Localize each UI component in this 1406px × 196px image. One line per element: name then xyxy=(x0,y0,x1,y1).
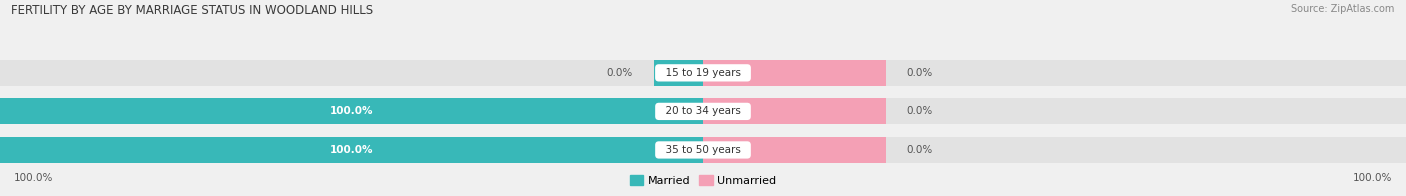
Text: 100.0%: 100.0% xyxy=(14,173,53,183)
Text: 0.0%: 0.0% xyxy=(907,106,934,116)
Bar xyxy=(0,98,1406,124)
Bar xyxy=(654,60,703,86)
Text: 0.0%: 0.0% xyxy=(907,68,934,78)
Text: FERTILITY BY AGE BY MARRIAGE STATUS IN WOODLAND HILLS: FERTILITY BY AGE BY MARRIAGE STATUS IN W… xyxy=(11,4,374,17)
Text: 15 to 19 years: 15 to 19 years xyxy=(659,68,747,78)
Text: 100.0%: 100.0% xyxy=(1353,173,1392,183)
Bar xyxy=(0,98,703,124)
Bar xyxy=(703,98,886,124)
Bar xyxy=(703,60,886,86)
Bar xyxy=(0,60,1406,86)
Legend: Married, Unmarried: Married, Unmarried xyxy=(630,175,776,186)
Text: 0.0%: 0.0% xyxy=(907,145,934,155)
Text: Source: ZipAtlas.com: Source: ZipAtlas.com xyxy=(1291,4,1395,14)
Text: 20 to 34 years: 20 to 34 years xyxy=(659,106,747,116)
Text: 100.0%: 100.0% xyxy=(330,106,373,116)
Text: 35 to 50 years: 35 to 50 years xyxy=(659,145,747,155)
Bar xyxy=(0,137,1406,163)
Bar xyxy=(703,137,886,163)
Text: 0.0%: 0.0% xyxy=(606,68,633,78)
Text: 100.0%: 100.0% xyxy=(330,145,373,155)
Bar xyxy=(0,137,703,163)
